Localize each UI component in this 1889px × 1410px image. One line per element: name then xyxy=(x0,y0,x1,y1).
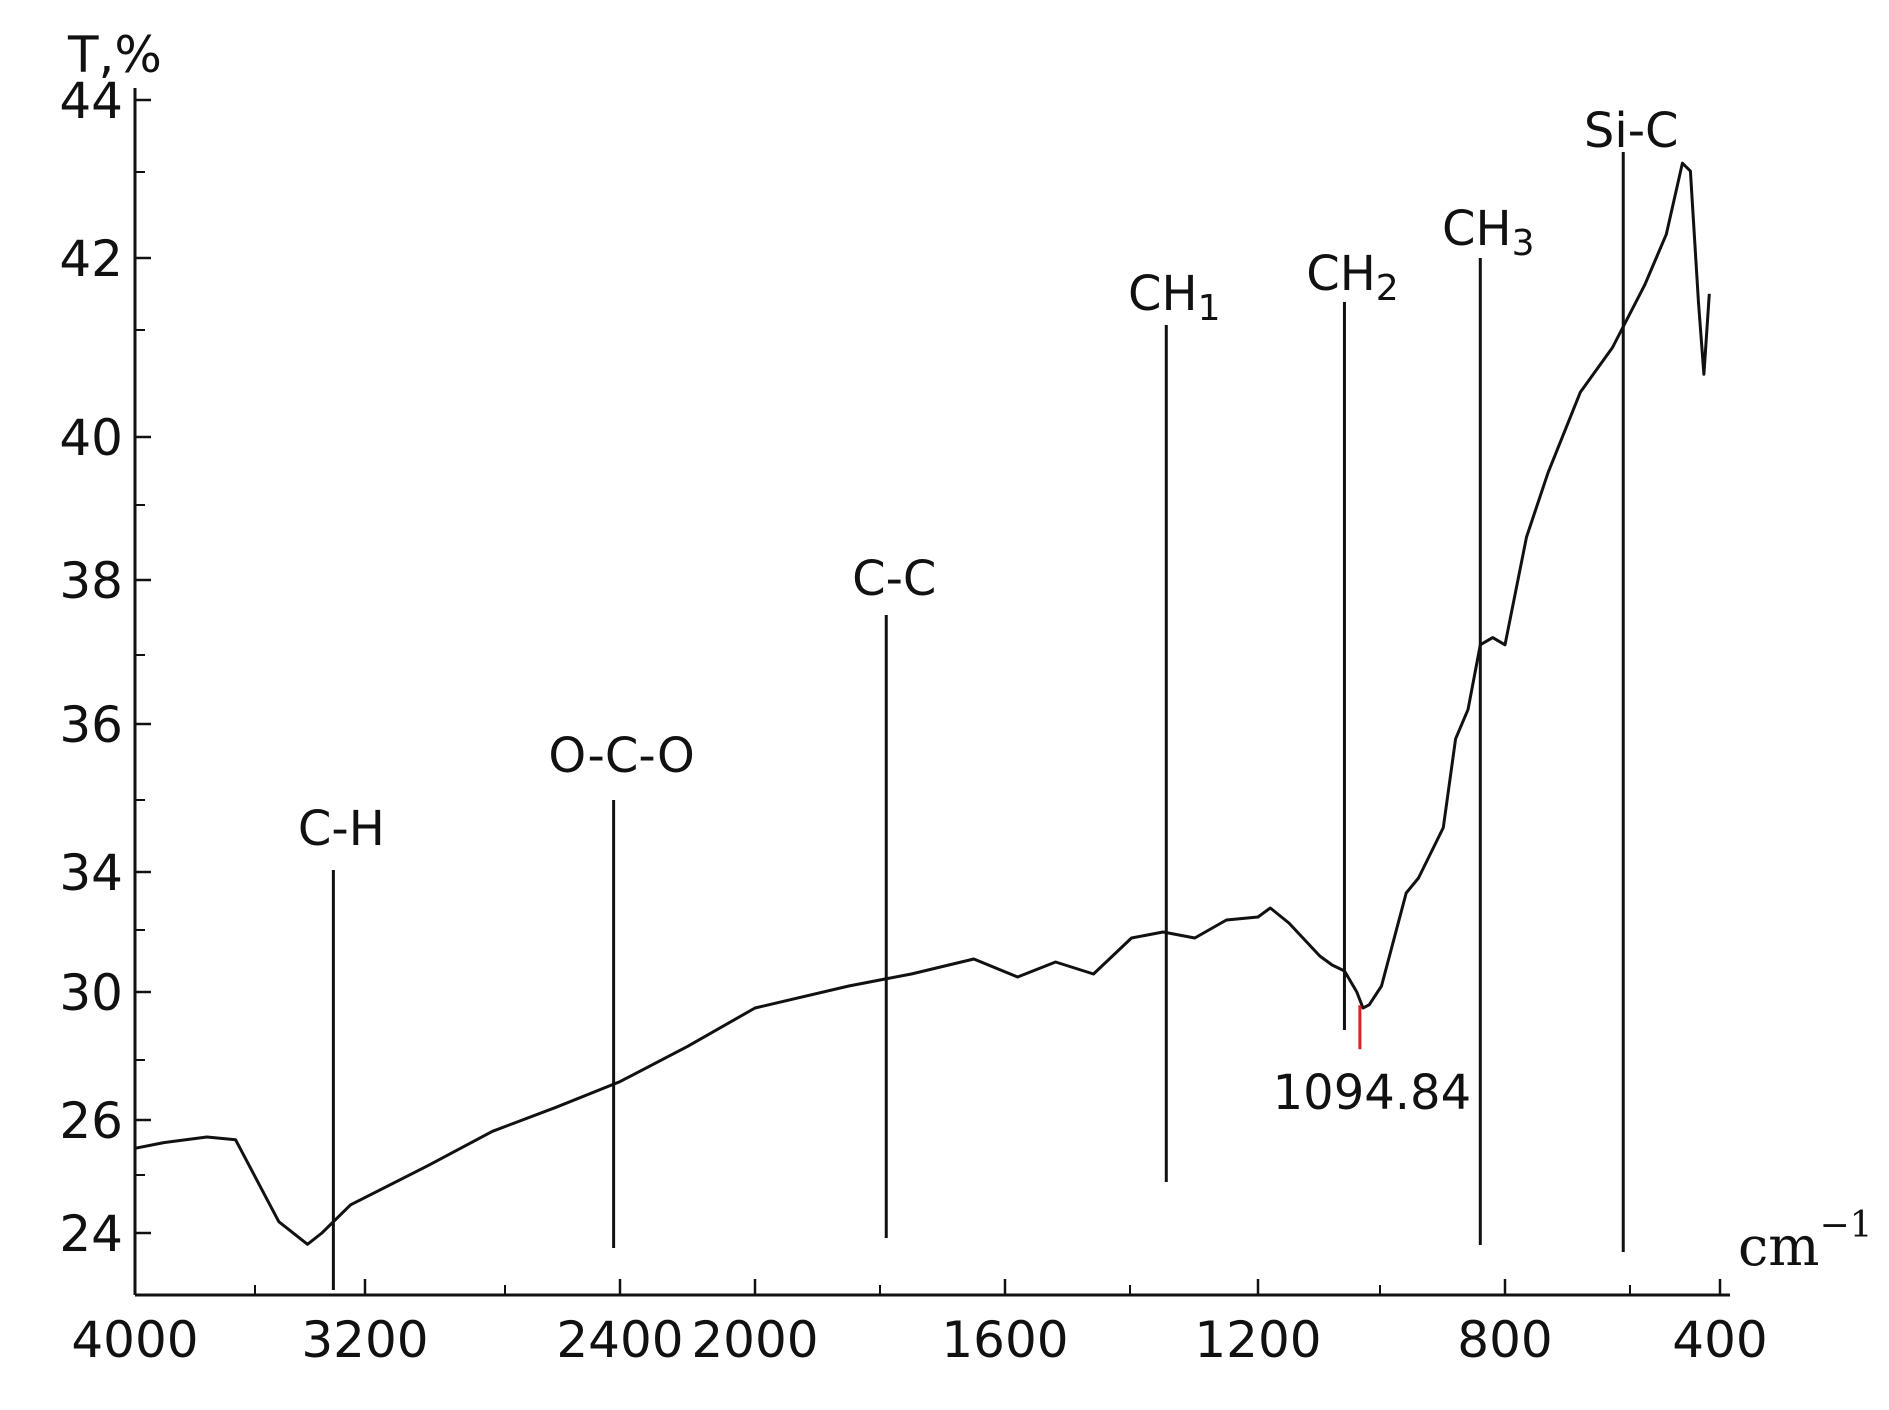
peak-annotation: 1094.84 xyxy=(1273,1005,1472,1121)
y-tick-label-44: 44 xyxy=(59,72,123,130)
x-axis-ticks: 4000 3200 2400 2000 1600 1200 800 400 xyxy=(71,1279,1768,1369)
assignment-label-o-c-o: O-C-O xyxy=(548,728,694,784)
y-tick-label-40: 40 xyxy=(59,409,123,467)
axes xyxy=(133,88,1730,1297)
y-axis-title: T,% xyxy=(67,26,162,84)
y-tick-label-24: 24 xyxy=(59,1205,123,1263)
transmittance-curve xyxy=(134,161,1711,1246)
x-axis-unit-superscript: −1 xyxy=(1819,1205,1872,1246)
peak-value-label: 1094.84 xyxy=(1273,1065,1472,1121)
assignment-lines: C-H O-C-O C-C CH1 CH2 CH3 Si-C xyxy=(298,103,1679,1290)
y-tick-label-30: 30 xyxy=(59,964,123,1022)
x-tick-label-2400: 2400 xyxy=(556,1311,683,1369)
x-tick-label-1600: 1600 xyxy=(941,1311,1068,1369)
y-tick-label-38: 38 xyxy=(59,552,123,610)
x-tick-label-2000: 2000 xyxy=(691,1311,818,1369)
x-tick-label-3200: 3200 xyxy=(301,1311,428,1369)
x-axis-unit: cm−1 xyxy=(1738,1205,1873,1278)
assignment-label-c-h: C-H xyxy=(298,801,385,857)
assignment-label-ch2: CH2 xyxy=(1306,246,1399,309)
assignment-label-ch3: CH3 xyxy=(1442,201,1535,264)
y-tick-label-34: 34 xyxy=(59,844,123,902)
y-tick-label-42: 42 xyxy=(59,230,123,288)
assignment-label-ch1: CH1 xyxy=(1128,266,1221,329)
assignment-label-subscript: 3 xyxy=(1512,223,1535,264)
x-tick-label-800: 800 xyxy=(1457,1311,1552,1369)
y-tick-label-36: 36 xyxy=(59,696,123,754)
x-axis-unit-base: cm xyxy=(1738,1215,1819,1278)
y-tick-label-26: 26 xyxy=(59,1092,123,1150)
x-tick-label-4000: 4000 xyxy=(71,1311,198,1369)
assignment-label-si-c: Si-C xyxy=(1584,103,1679,159)
assignment-label-subscript: 1 xyxy=(1198,288,1221,329)
assignment-label-subscript: 2 xyxy=(1376,268,1399,309)
x-tick-label-400: 400 xyxy=(1672,1311,1767,1369)
x-tick-label-1200: 1200 xyxy=(1194,1311,1321,1369)
y-axis-ticks: 24 26 30 34 36 38 40 42 44 xyxy=(59,72,151,1263)
assignment-label-c-c: C-C xyxy=(852,551,936,607)
